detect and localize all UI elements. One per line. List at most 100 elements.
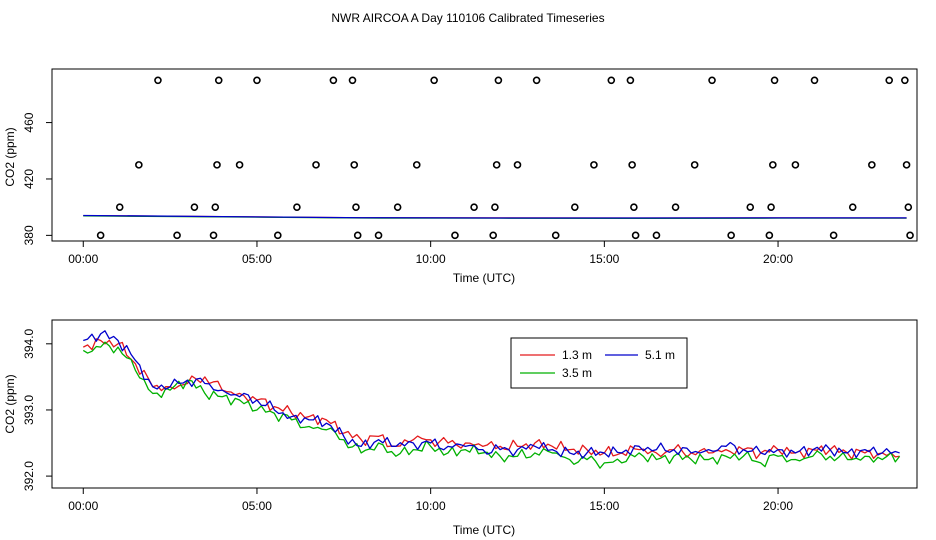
x-tick-label: 20:00 [763,499,793,513]
scatter-point [353,231,362,240]
bottom-plot-frame [51,319,918,489]
scatter-point [626,76,635,85]
scatter-point [607,76,616,85]
scatter-point [551,231,560,240]
legend-label-1-3m: 1.3 m [562,348,592,362]
scatter-point [906,231,914,240]
scatter-point [348,76,357,85]
scatter-point [214,76,223,85]
scatter-point [769,161,777,169]
scatter-point [630,203,638,211]
scatter-point [209,231,218,240]
top-series-lines [83,214,907,219]
scatter-point [253,76,261,85]
figure-title: NWR AIRCOA A Day 110106 Calibrated Times… [331,11,604,25]
scatter-point [492,161,501,169]
scatter-point [532,76,541,85]
scatter-point [590,161,598,169]
bottom-series-5-1-m [83,330,900,459]
bottom-y-axis-label: CO2 (ppm) [3,374,17,433]
scatter-point [868,161,876,169]
scatter-point [213,161,221,169]
x-tick-label: 05:00 [242,252,272,266]
top-x-axis-label: Time (UTC) [453,271,515,285]
scatter-point [494,76,503,85]
legend-box [510,337,688,389]
y-tick-label: 394.0 [22,328,36,358]
x-tick-label: 10:00 [416,499,446,513]
scatter-point [491,203,499,211]
scatter-point [765,231,774,240]
legend-label-5-1m: 5.1 m [645,348,675,362]
scatter-point [727,231,735,240]
x-tick-label: 00:00 [68,499,98,513]
scatter-point [293,203,301,211]
bottom-panel-lines: 00:00 05:00 10:00 15:00 20:00 392.0 393.0 394.… [3,319,918,537]
bottom-series-3-5-m [82,341,901,469]
bottom-x-axis: 00:00 05:00 10:00 15:00 20:00 [68,488,793,513]
x-tick-label: 15:00 [589,252,619,266]
x-tick-label: 00:00 [68,252,98,266]
scatter-point [690,161,699,169]
scatter-point [211,203,220,211]
top-y-axis-label: CO2 (ppm) [3,127,17,186]
scatter-point [115,203,124,211]
scatter-point [430,76,438,85]
scatter-point [489,231,497,240]
bottom-x-axis-label: Time (UTC) [453,523,515,537]
top-y-axis: 380 420 460 [22,112,52,245]
scatter-point [154,76,162,85]
scatter-point [412,161,421,169]
scatter-point [767,203,775,211]
legend-label-3-5m: 3.5 m [562,366,592,380]
scatter-point [848,203,857,211]
scatter-point [350,161,359,169]
y-tick-label: 380 [22,225,36,245]
scatter-point [902,161,911,169]
scatter-point [451,231,459,240]
scatter-point [901,76,909,85]
x-tick-label: 10:00 [416,252,446,266]
scatter-point [885,76,894,85]
scatter-point [393,203,402,211]
scatter-point [470,203,478,211]
scatter-point [652,231,661,240]
x-tick-label: 05:00 [242,499,272,513]
scatter-point [671,203,680,211]
y-tick-label: 460 [22,112,36,132]
top-scatter-points [96,76,914,240]
bottom-y-axis: 392.0 393.0 394.0 [22,328,52,491]
y-tick-label: 393.0 [22,395,36,425]
legend: 1.3 m 5.1 m 3.5 m [510,337,688,389]
top-series-5-1-m [83,214,907,219]
scatter-point [791,161,800,169]
scatter-point [312,161,320,169]
scatter-point [631,231,640,240]
top-x-axis: 00:00 05:00 10:00 15:00 20:00 [68,241,793,266]
scatter-point [628,161,636,169]
y-tick-label: 392.0 [22,461,36,491]
scatter-point [329,76,338,85]
scatter-point [235,161,244,169]
scatter-point [513,161,522,169]
scatter-point [374,231,383,240]
scatter-point [746,203,755,211]
top-plot-frame [51,68,918,242]
scatter-point [770,76,779,85]
scatter-point [708,76,716,85]
bottom-series-lines [82,330,901,469]
scatter-point [135,161,143,169]
x-tick-label: 20:00 [763,252,793,266]
scatter-point [352,203,360,211]
scatter-point [571,203,579,211]
scatter-point [173,231,181,240]
y-tick-label: 420 [22,169,36,189]
scatter-point [96,231,105,240]
scatter-point [190,203,199,211]
scatter-point [274,231,282,240]
scatter-point [829,231,838,240]
top-panel-scatter: 00:00 05:00 10:00 15:00 20:00 380 420 460 Time… [3,68,918,285]
scatter-point [810,76,819,85]
scatter-point [904,203,913,211]
